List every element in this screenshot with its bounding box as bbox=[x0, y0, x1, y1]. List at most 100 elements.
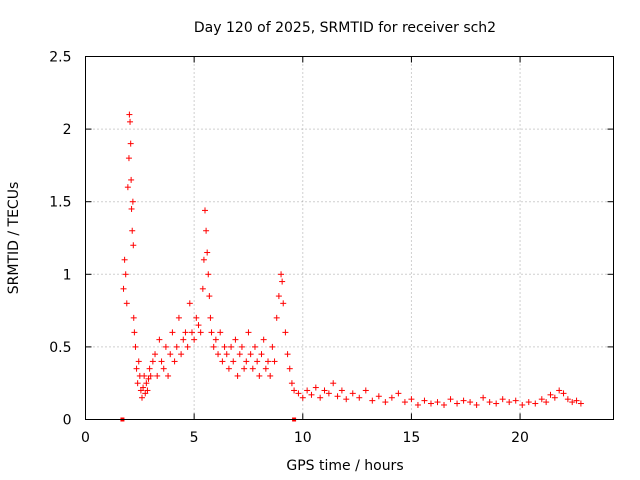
data-point bbox=[434, 399, 441, 406]
data-point bbox=[486, 399, 493, 406]
data-point bbox=[195, 322, 202, 329]
data-point bbox=[125, 155, 132, 162]
data-point bbox=[124, 184, 131, 191]
data-point bbox=[141, 372, 148, 379]
data-point bbox=[512, 397, 519, 404]
tick-labels: 0 5 10 15 20 0 0.5 1 1.5 2 2.5 bbox=[49, 50, 529, 447]
data-point bbox=[210, 343, 217, 350]
x-tick-label: 5 bbox=[190, 430, 199, 446]
data-point bbox=[188, 329, 195, 336]
data-point bbox=[245, 329, 252, 336]
data-point bbox=[130, 314, 137, 321]
data-point bbox=[286, 365, 293, 372]
data-point bbox=[182, 329, 189, 336]
data-point bbox=[126, 111, 133, 118]
data-point bbox=[203, 227, 210, 234]
data-point bbox=[223, 351, 230, 358]
data-point bbox=[167, 351, 174, 358]
data-point bbox=[238, 343, 245, 350]
data-point bbox=[356, 394, 363, 401]
data-point bbox=[152, 351, 159, 358]
plot-frame bbox=[85, 56, 614, 420]
data-point bbox=[288, 380, 295, 387]
data-point bbox=[165, 372, 172, 379]
data-point bbox=[236, 351, 243, 358]
data-point bbox=[178, 351, 185, 358]
data-point bbox=[334, 393, 341, 400]
data-point bbox=[225, 365, 232, 372]
data-point bbox=[480, 394, 487, 401]
data-point bbox=[135, 358, 142, 365]
data-point bbox=[441, 401, 448, 408]
data-point bbox=[427, 400, 434, 407]
data-point bbox=[343, 396, 350, 403]
data-point bbox=[191, 336, 198, 343]
data-point bbox=[134, 380, 141, 387]
data-point bbox=[382, 399, 389, 406]
data-point bbox=[162, 343, 169, 350]
data-point bbox=[251, 343, 258, 350]
data-point bbox=[127, 140, 134, 147]
data-point bbox=[369, 397, 376, 404]
data-point bbox=[321, 387, 328, 394]
data-point bbox=[312, 384, 319, 391]
data-point bbox=[291, 387, 298, 394]
data-point bbox=[388, 394, 395, 401]
data-point bbox=[212, 336, 219, 343]
y-tick-label: 2.5 bbox=[49, 50, 71, 66]
data-point bbox=[447, 396, 454, 403]
data-point bbox=[197, 329, 204, 336]
data-point bbox=[254, 358, 261, 365]
data-point bbox=[206, 293, 213, 300]
data-point bbox=[560, 390, 567, 397]
data-point bbox=[228, 343, 235, 350]
y-tick-label: 1.5 bbox=[49, 195, 71, 211]
data-point bbox=[271, 358, 278, 365]
data-point bbox=[171, 358, 178, 365]
data-point bbox=[217, 329, 224, 336]
data-point bbox=[219, 358, 226, 365]
data-point bbox=[256, 372, 263, 379]
data-point bbox=[129, 198, 136, 205]
data-point bbox=[230, 358, 237, 365]
data-point bbox=[241, 365, 248, 372]
data-point bbox=[160, 365, 167, 372]
data-point bbox=[551, 394, 558, 401]
data-point bbox=[247, 351, 254, 358]
data-point bbox=[186, 300, 193, 307]
data-point bbox=[421, 397, 428, 404]
data-point bbox=[258, 351, 265, 358]
data-point bbox=[506, 399, 513, 406]
data-point bbox=[284, 351, 291, 358]
data-point bbox=[275, 293, 282, 300]
data-point bbox=[169, 329, 176, 336]
data-point bbox=[564, 396, 571, 403]
data-point bbox=[577, 400, 584, 407]
data-point bbox=[573, 397, 580, 404]
x-axis-label: GPS time / hours bbox=[286, 458, 403, 474]
data-point bbox=[282, 329, 289, 336]
y-tick-label: 0.5 bbox=[49, 340, 71, 356]
data-point bbox=[156, 336, 163, 343]
data-point bbox=[138, 394, 145, 401]
chart-title: Day 120 of 2025, SRMTID for receiver sch… bbox=[194, 20, 496, 36]
data-point bbox=[144, 387, 151, 394]
data-point bbox=[158, 358, 165, 365]
data-point bbox=[132, 343, 139, 350]
data-point bbox=[569, 399, 576, 406]
y-tick-label: 1 bbox=[63, 267, 72, 283]
data-point bbox=[317, 394, 324, 401]
data-point bbox=[556, 387, 563, 394]
data-point bbox=[525, 399, 532, 406]
data-point bbox=[499, 396, 506, 403]
data-point bbox=[128, 176, 135, 183]
data-point bbox=[532, 400, 539, 407]
data-point bbox=[221, 343, 228, 350]
data-point bbox=[121, 256, 128, 263]
data-point bbox=[454, 400, 461, 407]
data-point bbox=[200, 256, 207, 263]
data-point bbox=[279, 278, 286, 285]
data-point bbox=[147, 372, 154, 379]
data-point bbox=[202, 207, 209, 214]
